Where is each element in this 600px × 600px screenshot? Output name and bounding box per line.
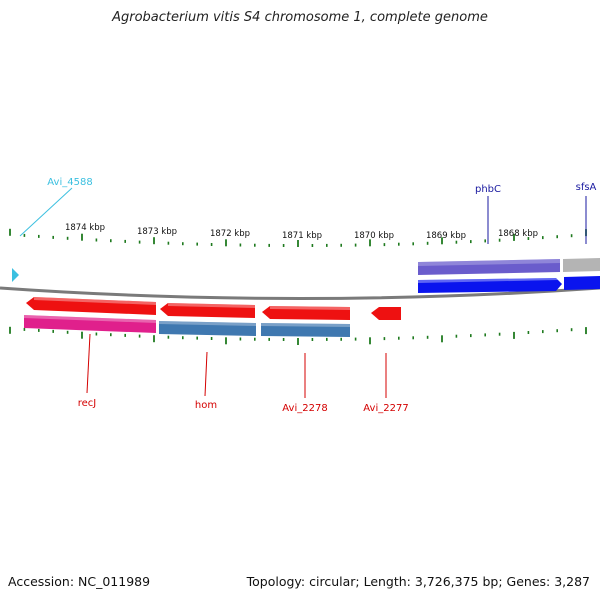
genome-summary-text: Topology: circular; Length: 3,726,375 bp… — [246, 574, 590, 589]
recj-leader — [86, 333, 91, 394]
lower-ticks — [9, 326, 587, 345]
kbp-label: 1869 kbp — [426, 231, 466, 241]
phbc-gene-arrow[interactable] — [418, 278, 562, 293]
sfsa-gene[interactable] — [563, 258, 600, 272]
avi-2277-label[interactable]: Avi_2277 — [363, 403, 408, 414]
phbc-label[interactable]: phbC — [475, 184, 501, 195]
accession-text: Accession: NC_011989 — [8, 574, 151, 589]
hom-gene[interactable] — [159, 321, 256, 336]
map-title: Agrobacterium vitis S4 chromosome 1, com… — [112, 10, 488, 25]
sfsa-gene-arrow[interactable] — [564, 276, 600, 290]
kbp-label: 1874 kbp — [65, 223, 105, 233]
upper-ticks — [9, 228, 587, 247]
hom-gene-arrow[interactable] — [160, 303, 255, 318]
kbp-label: 1868 kbp — [498, 229, 538, 239]
avi-2277-gene-arrow[interactable] — [371, 307, 401, 320]
kbp-label: 1871 kbp — [282, 231, 322, 241]
recj-gene-arrow[interactable] — [26, 297, 156, 315]
avi-2278-gene-arrow[interactable] — [262, 306, 350, 320]
avi-4588-leader — [19, 187, 73, 237]
phbc-gene[interactable] — [418, 259, 560, 275]
recj-label[interactable]: recJ — [78, 398, 97, 409]
avi-4588-label[interactable]: Avi_4588 — [47, 177, 92, 188]
kbp-label: 1870 kbp — [354, 231, 394, 241]
recj-gene[interactable] — [24, 315, 156, 333]
chromosome-backbone — [0, 286, 600, 300]
sfsa-label[interactable]: sfsA — [576, 182, 597, 193]
hom-label[interactable]: hom — [195, 400, 217, 411]
avi-2278-gene[interactable] — [261, 323, 350, 337]
kbp-label: 1872 kbp — [210, 229, 250, 239]
avi-2278-label[interactable]: Avi_2278 — [282, 403, 327, 414]
kbp-label: 1873 kbp — [137, 227, 177, 237]
avi-4588-gene-marker[interactable] — [12, 268, 19, 282]
hom-leader — [204, 351, 208, 397]
